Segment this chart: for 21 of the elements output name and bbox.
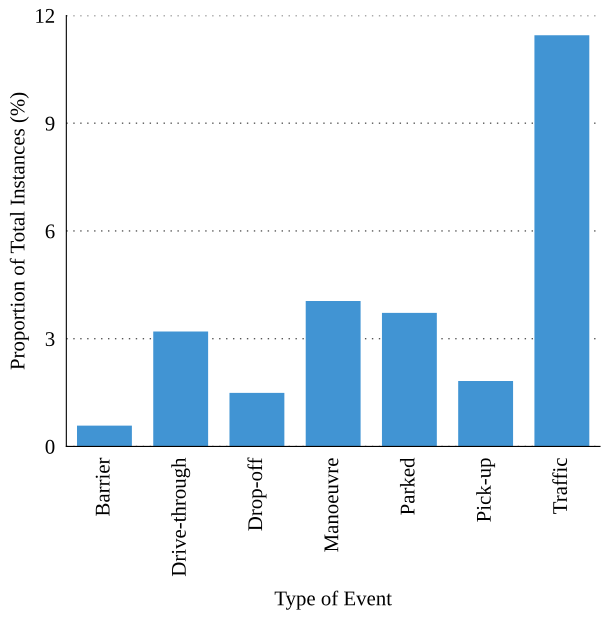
x-tick-label: Pick-up: [476, 458, 496, 522]
y-axis-title: Proportion of Total Instances (%): [10, 92, 29, 370]
y-tick-label: 3: [46, 332, 54, 346]
x-tick-label: Drop-off: [247, 458, 266, 531]
y-tick-label: 0: [46, 440, 54, 454]
x-tick-label: Parked: [400, 458, 415, 515]
bar: [382, 312, 437, 446]
y-tick-label: 9: [45, 116, 54, 131]
y-tick-label: 12: [36, 8, 54, 23]
x-tick-label: Traffic: [552, 458, 568, 514]
bar: [77, 426, 132, 446]
bar: [306, 300, 361, 446]
bar: [534, 35, 590, 446]
x-tick-label: Drive-through: [171, 458, 190, 576]
y-tick-label: 6: [46, 224, 55, 238]
x-tick-label: Manoeuvre: [324, 458, 338, 552]
x-tick-label: Barrier: [96, 458, 110, 516]
x-axis-title: Type of Event: [274, 590, 392, 610]
bar: [458, 381, 514, 446]
bar: [229, 392, 284, 446]
bar: [153, 331, 208, 446]
